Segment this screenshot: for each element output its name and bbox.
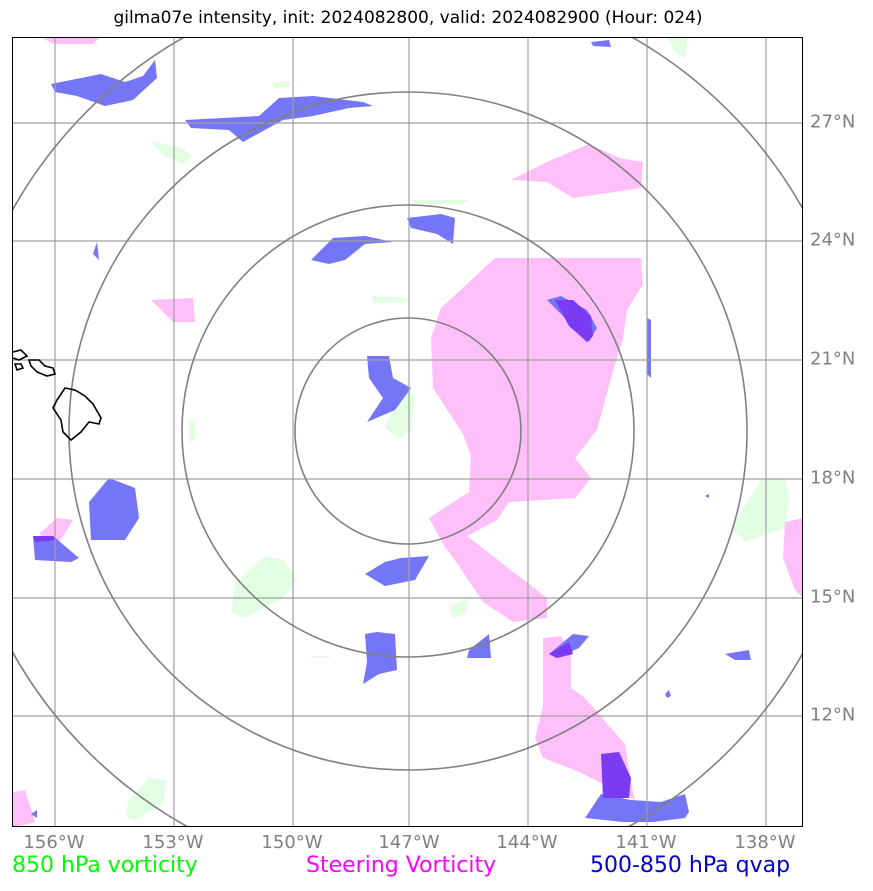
map-title: gilma07e intensity, init: 2024082800, va… <box>113 8 703 28</box>
qvap-overlap-fill <box>33 300 631 798</box>
map-panel <box>12 37 803 827</box>
legend-qvap: 500-850 hPa qvap <box>590 853 791 878</box>
lon-label: 156°W <box>23 832 85 853</box>
lon-label: 147°W <box>378 832 440 853</box>
lon-label: 144°W <box>496 832 558 853</box>
lat-label: 18°N <box>810 467 856 489</box>
lat-label: 21°N <box>810 348 856 370</box>
graticule <box>13 38 802 826</box>
legend-steering-vorticity: Steering Vorticity <box>306 853 497 878</box>
coastline <box>13 349 102 442</box>
lon-label: 141°W <box>615 832 677 853</box>
distance-rings <box>13 38 802 826</box>
lat-label: 27°N <box>810 111 856 133</box>
legend-vorticity-850: 850 hPa vorticity <box>12 853 198 878</box>
lon-label: 138°W <box>734 832 796 853</box>
lat-label: 24°N <box>810 229 856 251</box>
lat-label: 12°N <box>810 704 856 726</box>
lat-label: 15°N <box>810 586 856 608</box>
lon-label: 153°W <box>142 832 204 853</box>
vorticity-850-fill <box>125 38 789 820</box>
steering-vorticity-fill <box>13 38 802 826</box>
lon-label: 150°W <box>261 832 323 853</box>
map-canvas <box>13 38 802 826</box>
